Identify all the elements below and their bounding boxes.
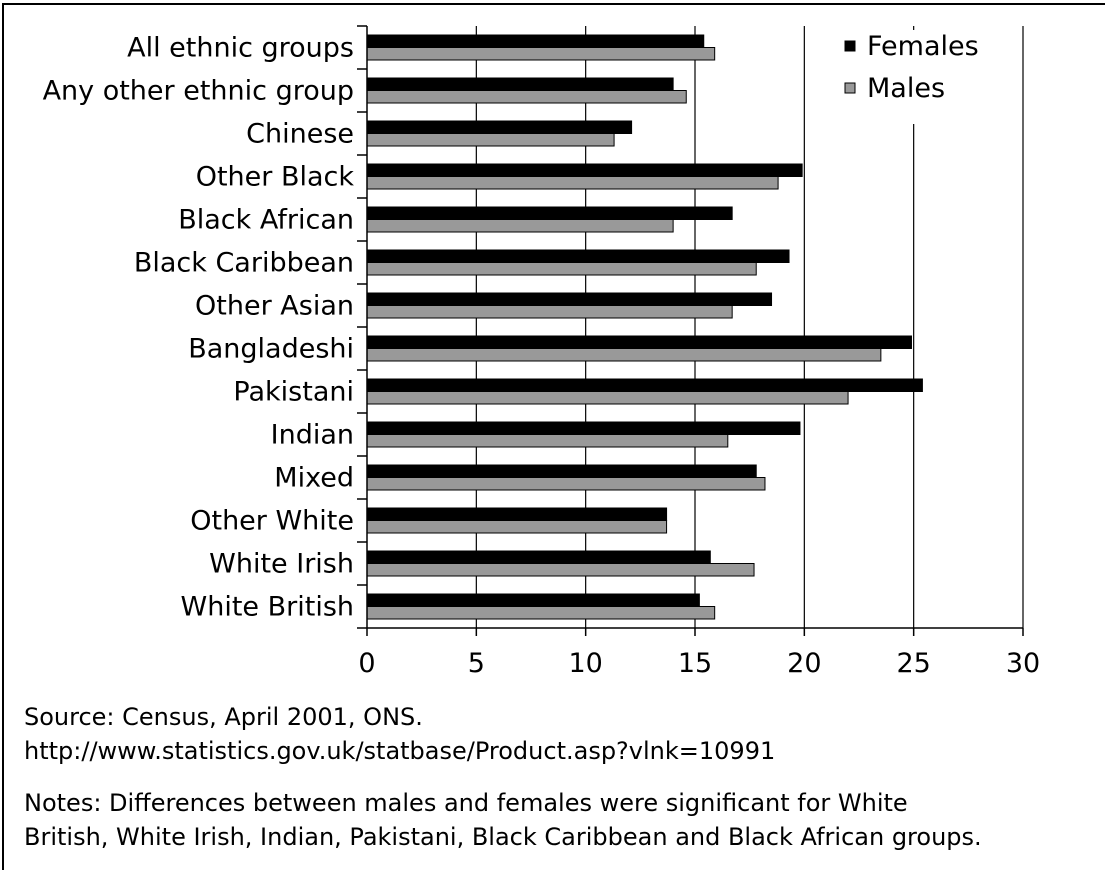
bar-males: [366, 391, 849, 405]
bar-males: [366, 606, 716, 620]
figure-frame: [2, 3, 1105, 870]
category-label: Other Asian: [195, 291, 354, 322]
bar-females: [366, 249, 790, 263]
legend-swatch-males: [844, 82, 856, 94]
bar-males: [366, 47, 716, 61]
bar-females: [366, 163, 803, 177]
bar-females: [366, 335, 912, 349]
bar-females: [366, 292, 773, 306]
x-tick-label: 10: [568, 648, 602, 679]
x-tick-label: 20: [787, 648, 821, 679]
category-label: Black African: [178, 205, 354, 236]
bar-females: [366, 464, 757, 478]
bar-males: [366, 133, 615, 147]
legend-label-males: Males: [867, 73, 945, 104]
source-line-1: Source: Census, April 2001, ONS.: [24, 703, 423, 731]
notes-line-1: Notes: Differences between males and fem…: [24, 789, 908, 817]
x-tick-label: 15: [678, 648, 712, 679]
x-tick-label: 25: [896, 648, 930, 679]
bar-males: [366, 90, 687, 104]
legend-label-females: Females: [867, 31, 979, 62]
category-label: All ethnic groups: [127, 33, 354, 64]
bar-males: [366, 563, 755, 577]
category-label: White British: [181, 592, 354, 623]
bar-chart: All ethnic groups Any other ethnic group C…: [43, 25, 1040, 679]
bar-females: [366, 550, 711, 564]
bar-males: [366, 477, 766, 491]
bar-females: [366, 34, 705, 48]
bar-males: [366, 262, 757, 276]
category-label: Chinese: [246, 119, 354, 150]
x-tick-label: 0: [358, 648, 375, 679]
notes-text: Notes: Differences between males and fem…: [24, 786, 1104, 854]
category-label: Indian: [271, 420, 354, 451]
category-label: Other White: [190, 506, 354, 537]
notes-line-2: British, White Irish, Indian, Pakistani,…: [24, 823, 982, 851]
bar-males: [366, 305, 733, 319]
bar-females: [366, 120, 633, 134]
source-line-2: http://www.statistics.gov.uk/statbase/Pr…: [24, 737, 776, 765]
category-label: White Irish: [209, 549, 354, 580]
bar-females: [366, 421, 801, 435]
bar-males: [366, 219, 674, 233]
bar-females: [366, 593, 700, 607]
bar-males: [366, 176, 779, 190]
bar-males: [366, 348, 882, 362]
category-label: Black Caribbean: [134, 248, 354, 279]
category-label: Pakistani: [233, 377, 354, 408]
x-tick-label: 5: [468, 648, 485, 679]
bar-females: [366, 206, 733, 220]
x-tick-label: 30: [1006, 648, 1040, 679]
category-label: Any other ethnic group: [43, 76, 354, 107]
category-label: Bangladeshi: [188, 334, 354, 365]
bar-females: [366, 507, 668, 521]
bar-females: [366, 77, 674, 91]
bar-males: [366, 520, 668, 534]
legend-swatch-females: [844, 40, 856, 52]
category-label: Other Black: [196, 162, 355, 193]
source-note: Source: Census, April 2001, ONS. http://…: [24, 700, 1104, 768]
bar-males: [366, 434, 729, 448]
category-label: Mixed: [274, 463, 354, 494]
bar-females: [366, 378, 923, 392]
